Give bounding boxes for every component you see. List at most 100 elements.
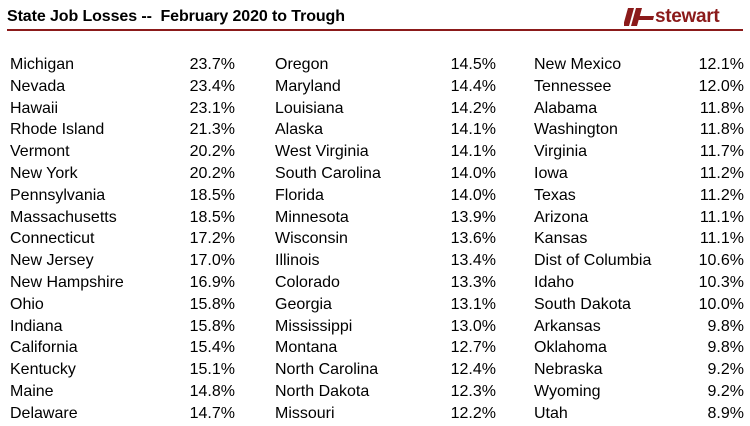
state-name: Washington <box>534 121 618 139</box>
state-name: Kansas <box>534 230 588 248</box>
state-name: Tennessee <box>534 77 612 95</box>
job-loss-percent: 12.4% <box>450 361 496 379</box>
state-name: Connecticut <box>10 230 95 248</box>
list-item: Virginia 11.7% <box>534 141 744 163</box>
state-name: Oregon <box>275 56 329 73</box>
state-name: Utah <box>534 404 568 422</box>
list-item: Texas 11.2% <box>534 185 744 207</box>
list-item: Alabama 11.8% <box>534 98 744 120</box>
state-name: Kentucky <box>10 361 76 379</box>
job-loss-percent: 17.0% <box>189 252 235 270</box>
state-name: Vermont <box>10 143 70 161</box>
state-name: Idaho <box>534 273 575 291</box>
job-loss-percent: 13.0% <box>450 317 496 335</box>
job-loss-percent: 11.8% <box>699 121 744 139</box>
list-item: Connecticut 17.2% <box>10 228 235 250</box>
state-name: Arkansas <box>534 317 601 335</box>
state-name: Florida <box>275 186 324 204</box>
state-name: Maine <box>10 382 54 400</box>
state-name: West Virginia <box>275 143 369 161</box>
job-loss-percent: 12.1% <box>698 56 744 73</box>
job-loss-percent: 9.2% <box>707 382 744 400</box>
state-name: Hawaii <box>10 99 59 117</box>
job-loss-percent: 20.2% <box>189 164 235 182</box>
list-item: Hawaii 23.1% <box>10 98 235 120</box>
state-name: Ohio <box>10 295 44 313</box>
list-item: Alaska 14.1% <box>275 119 496 141</box>
state-name: Pennsylvania <box>10 186 106 204</box>
state-name: New Mexico <box>534 56 622 73</box>
state-name: Wisconsin <box>275 230 348 248</box>
list-item: Maine 14.8% <box>10 381 235 403</box>
list-item: Arizona 11.1% <box>534 207 744 229</box>
stewart-logo: stewart <box>624 5 720 29</box>
state-name: Louisiana <box>275 99 344 117</box>
list-item: South Carolina 14.0% <box>275 163 496 185</box>
state-name: Massachusetts <box>10 208 117 226</box>
job-loss-percent: 21.3% <box>189 121 235 139</box>
list-item: Washington 11.8% <box>534 119 744 141</box>
job-loss-percent: 18.5% <box>189 186 235 204</box>
list-item: Delaware 14.7% <box>10 403 235 425</box>
page-title: State Job Losses -- February 2020 to Tro… <box>7 8 345 25</box>
state-name: Alabama <box>534 99 598 117</box>
state-name: Oklahoma <box>534 339 607 357</box>
job-loss-percent: 17.2% <box>189 230 235 248</box>
state-name: New Jersey <box>10 252 94 270</box>
state-name: Indiana <box>10 317 63 335</box>
job-loss-percent: 12.2% <box>450 404 496 422</box>
list-item: Colorado 13.3% <box>275 272 496 294</box>
job-loss-percent: 11.1% <box>699 208 744 226</box>
job-loss-percent: 23.1% <box>189 99 235 117</box>
header: State Job Losses -- February 2020 to Tro… <box>0 0 750 34</box>
state-name: Dist of Columbia <box>534 252 652 270</box>
job-loss-percent: 8.9% <box>707 404 744 422</box>
list-item: California 15.4% <box>10 337 235 359</box>
job-loss-percent: 16.9% <box>189 273 235 291</box>
state-name: Delaware <box>10 404 78 422</box>
list-item: Dist of Columbia 10.6% <box>534 250 744 272</box>
list-item: Tennessee 12.0% <box>534 76 744 98</box>
job-loss-percent: 15.8% <box>189 295 235 313</box>
job-loss-percent: 14.1% <box>450 121 496 139</box>
state-name: Minnesota <box>275 208 349 226</box>
state-name: Mississippi <box>275 317 353 335</box>
list-item: Montana 12.7% <box>275 337 496 359</box>
list-item: Pennsylvania 18.5% <box>10 185 235 207</box>
state-name: South Carolina <box>275 164 381 182</box>
state-name: Nevada <box>10 77 66 95</box>
list-item: Michigan 23.7% <box>10 54 235 76</box>
job-loss-percent: 15.1% <box>189 361 235 379</box>
state-name: Montana <box>275 339 338 357</box>
job-loss-percent: 9.2% <box>707 361 744 379</box>
job-loss-percent: 13.6% <box>450 230 496 248</box>
list-item: New Hampshire 16.9% <box>10 272 235 294</box>
list-item: Iowa 11.2% <box>534 163 744 185</box>
list-item: North Dakota 12.3% <box>275 381 496 403</box>
state-name: Alaska <box>275 121 324 139</box>
list-item: Massachusetts 18.5% <box>10 207 235 229</box>
header-divider <box>7 29 743 31</box>
state-name: Illinois <box>275 252 320 270</box>
list-item: Kentucky 15.1% <box>10 359 235 381</box>
state-name: Texas <box>534 186 576 204</box>
list-item: Ohio 15.8% <box>10 294 235 316</box>
job-loss-percent: 14.7% <box>189 404 235 422</box>
state-name: North Dakota <box>275 382 370 400</box>
job-loss-percent: 14.4% <box>450 77 496 95</box>
job-loss-percent: 13.9% <box>450 208 496 226</box>
job-loss-percent: 14.0% <box>450 186 496 204</box>
list-item: Idaho 10.3% <box>534 272 744 294</box>
state-name: Maryland <box>275 77 341 95</box>
state-name: Rhode Island <box>10 121 105 139</box>
list-item: New Mexico 12.1% <box>534 54 744 76</box>
job-loss-percent: 12.7% <box>450 339 496 357</box>
job-loss-percent: 14.2% <box>450 99 496 117</box>
job-loss-percent: 9.8% <box>707 339 744 357</box>
list-item: Kansas 11.1% <box>534 228 744 250</box>
job-loss-percent: 11.2% <box>699 186 744 204</box>
state-name: Missouri <box>275 404 335 422</box>
state-name: Colorado <box>275 273 340 291</box>
list-item: Arkansas 9.8% <box>534 316 744 338</box>
